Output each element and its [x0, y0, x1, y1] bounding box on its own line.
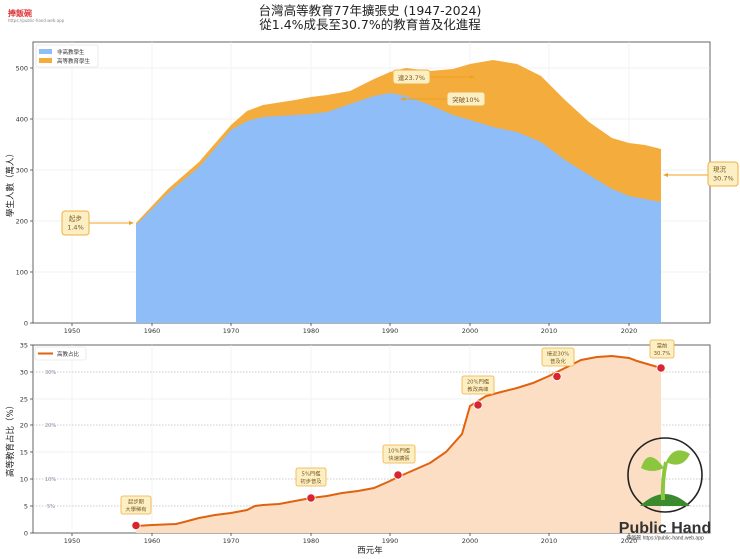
top-y-axis-label: 學生人數（萬人）	[5, 149, 16, 217]
top-x-ticks: 1950 1960 1970 1980 1990 2000 2010 2020	[64, 327, 638, 335]
milestone-2024	[656, 363, 666, 373]
milestone-1980	[306, 493, 316, 503]
svg-text:10%: 10%	[45, 477, 56, 483]
svg-text:快速擴張: 快速擴張	[388, 454, 410, 462]
svg-text:30%: 30%	[45, 370, 56, 376]
svg-text:5: 5	[24, 503, 28, 511]
reference-labels: 5% 10% 20% 30%	[45, 370, 56, 510]
svg-text:300: 300	[16, 167, 28, 175]
svg-text:2020: 2020	[621, 537, 638, 545]
top-chart: 0 100 200 300 400 500 1950 1960 1970 1980 …	[5, 41, 739, 335]
svg-text:1950: 1950	[64, 327, 81, 335]
milestone-markers	[131, 363, 666, 531]
sprout-leaf-right-icon	[666, 450, 690, 465]
logo-circle	[627, 437, 703, 513]
chart-subtitle: 從1.4%成長至30.7%的教育普及化進程	[259, 17, 481, 32]
annotation-start: 起步 1.4%	[61, 210, 134, 236]
svg-text:30: 30	[20, 369, 28, 377]
milestone-1958	[131, 520, 141, 531]
svg-text:達23.7%: 達23.7%	[398, 73, 425, 82]
svg-text:1980: 1980	[303, 537, 320, 545]
svg-text:現況: 現況	[713, 165, 727, 174]
svg-text:2010: 2010	[541, 537, 558, 545]
svg-text:20: 20	[20, 422, 28, 430]
top-legend: 非高教學生 高等教育學生	[35, 44, 99, 68]
sprout-leaf-left-icon	[641, 457, 664, 471]
bottom-x-ticks: 1950 1960 1970 1980 1990 2000 2010 2020	[64, 537, 638, 545]
milestone-2011	[552, 371, 562, 382]
svg-text:20%: 20%	[45, 423, 56, 429]
top-y-ticks: 0 100 200 300 400 500	[16, 65, 28, 328]
svg-text:1980: 1980	[303, 327, 320, 335]
svg-text:15: 15	[20, 449, 28, 457]
watermark-url: 捧飯碗 https://public-hand.web.app	[626, 535, 704, 542]
non-higher-ed-area	[136, 93, 661, 323]
bottom-x-axis-label: 西元年	[357, 545, 383, 556]
svg-text:起步期: 起步期	[128, 499, 144, 506]
svg-text:1990: 1990	[382, 537, 399, 545]
svg-text:1970: 1970	[223, 537, 240, 545]
svg-text:35: 35	[20, 342, 28, 350]
svg-text:初步普及: 初步普及	[300, 477, 322, 485]
legend-swatch-non-higher	[39, 49, 52, 54]
svg-text:2000: 2000	[462, 327, 479, 335]
svg-text:1.4%: 1.4%	[67, 224, 84, 232]
ratio-line	[135, 354, 662, 527]
svg-text:接近30%: 接近30%	[547, 350, 569, 358]
legend-swatch-higher	[39, 58, 52, 63]
public-hand-watermark: Public Hand 捧飯碗 https://public-hand.web.…	[619, 437, 711, 542]
svg-text:1950: 1950	[64, 537, 81, 545]
annotation-10: 突破10%	[400, 91, 486, 107]
bottom-y-axis-label: 高等教育占比（%）	[5, 401, 16, 477]
chart-title: 台灣高等教育77年擴張史 (1947-2024)	[258, 3, 482, 18]
svg-text:1970: 1970	[223, 327, 240, 335]
svg-text:0: 0	[24, 320, 28, 328]
svg-text:2010: 2010	[541, 327, 558, 335]
svg-text:大學稀有: 大學稀有	[125, 505, 146, 513]
brand-url: https://public-hand.web.app	[8, 18, 65, 23]
svg-text:20%門檻: 20%門檻	[467, 378, 490, 386]
svg-text:2020: 2020	[621, 327, 638, 335]
svg-text:突破10%: 突破10%	[452, 95, 479, 104]
svg-text:5%: 5%	[47, 504, 55, 510]
brand-name: 捧飯碗	[8, 9, 32, 18]
svg-text:500: 500	[16, 65, 28, 73]
annotation-now: 現況 30.7%	[663, 161, 739, 187]
milestone-1991	[393, 470, 403, 480]
svg-text:10: 10	[20, 476, 28, 484]
ratio-fill-area	[136, 356, 661, 533]
svg-text:10%門檻: 10%門檻	[388, 447, 411, 455]
svg-text:400: 400	[16, 116, 28, 124]
svg-text:教改高峰: 教改高峰	[467, 385, 489, 393]
svg-text:5%門檻: 5%門檻	[302, 470, 322, 478]
svg-text:1960: 1960	[144, 327, 161, 335]
legend-label-ratio: 高教占比	[57, 350, 80, 358]
logo-stem	[660, 461, 668, 501]
svg-text:1960: 1960	[144, 537, 161, 545]
milestone-2001	[473, 400, 483, 410]
svg-text:200: 200	[16, 218, 28, 226]
svg-text:普及化: 普及化	[550, 357, 567, 365]
svg-text:2000: 2000	[462, 537, 479, 545]
svg-text:1990: 1990	[382, 327, 399, 335]
svg-text:起步: 起步	[69, 215, 83, 223]
bottom-y-ticks: 0 5 10 15 20 25 30 35	[20, 342, 28, 538]
svg-text:30.7%: 30.7%	[713, 175, 734, 183]
annotation-23-7: 達23.7%	[392, 69, 475, 85]
svg-text:30.7%: 30.7%	[654, 351, 671, 357]
legend-label-higher: 高等教育學生	[57, 57, 91, 65]
bottom-legend: 高教占比	[34, 346, 87, 361]
svg-text:當前: 當前	[657, 342, 668, 350]
svg-text:100: 100	[16, 269, 28, 277]
logo-soil	[640, 494, 690, 506]
svg-text:25: 25	[20, 396, 28, 404]
watermark-name: Public Hand	[619, 520, 711, 537]
svg-text:0: 0	[24, 530, 28, 538]
legend-label-non-higher: 非高教學生	[57, 48, 85, 56]
